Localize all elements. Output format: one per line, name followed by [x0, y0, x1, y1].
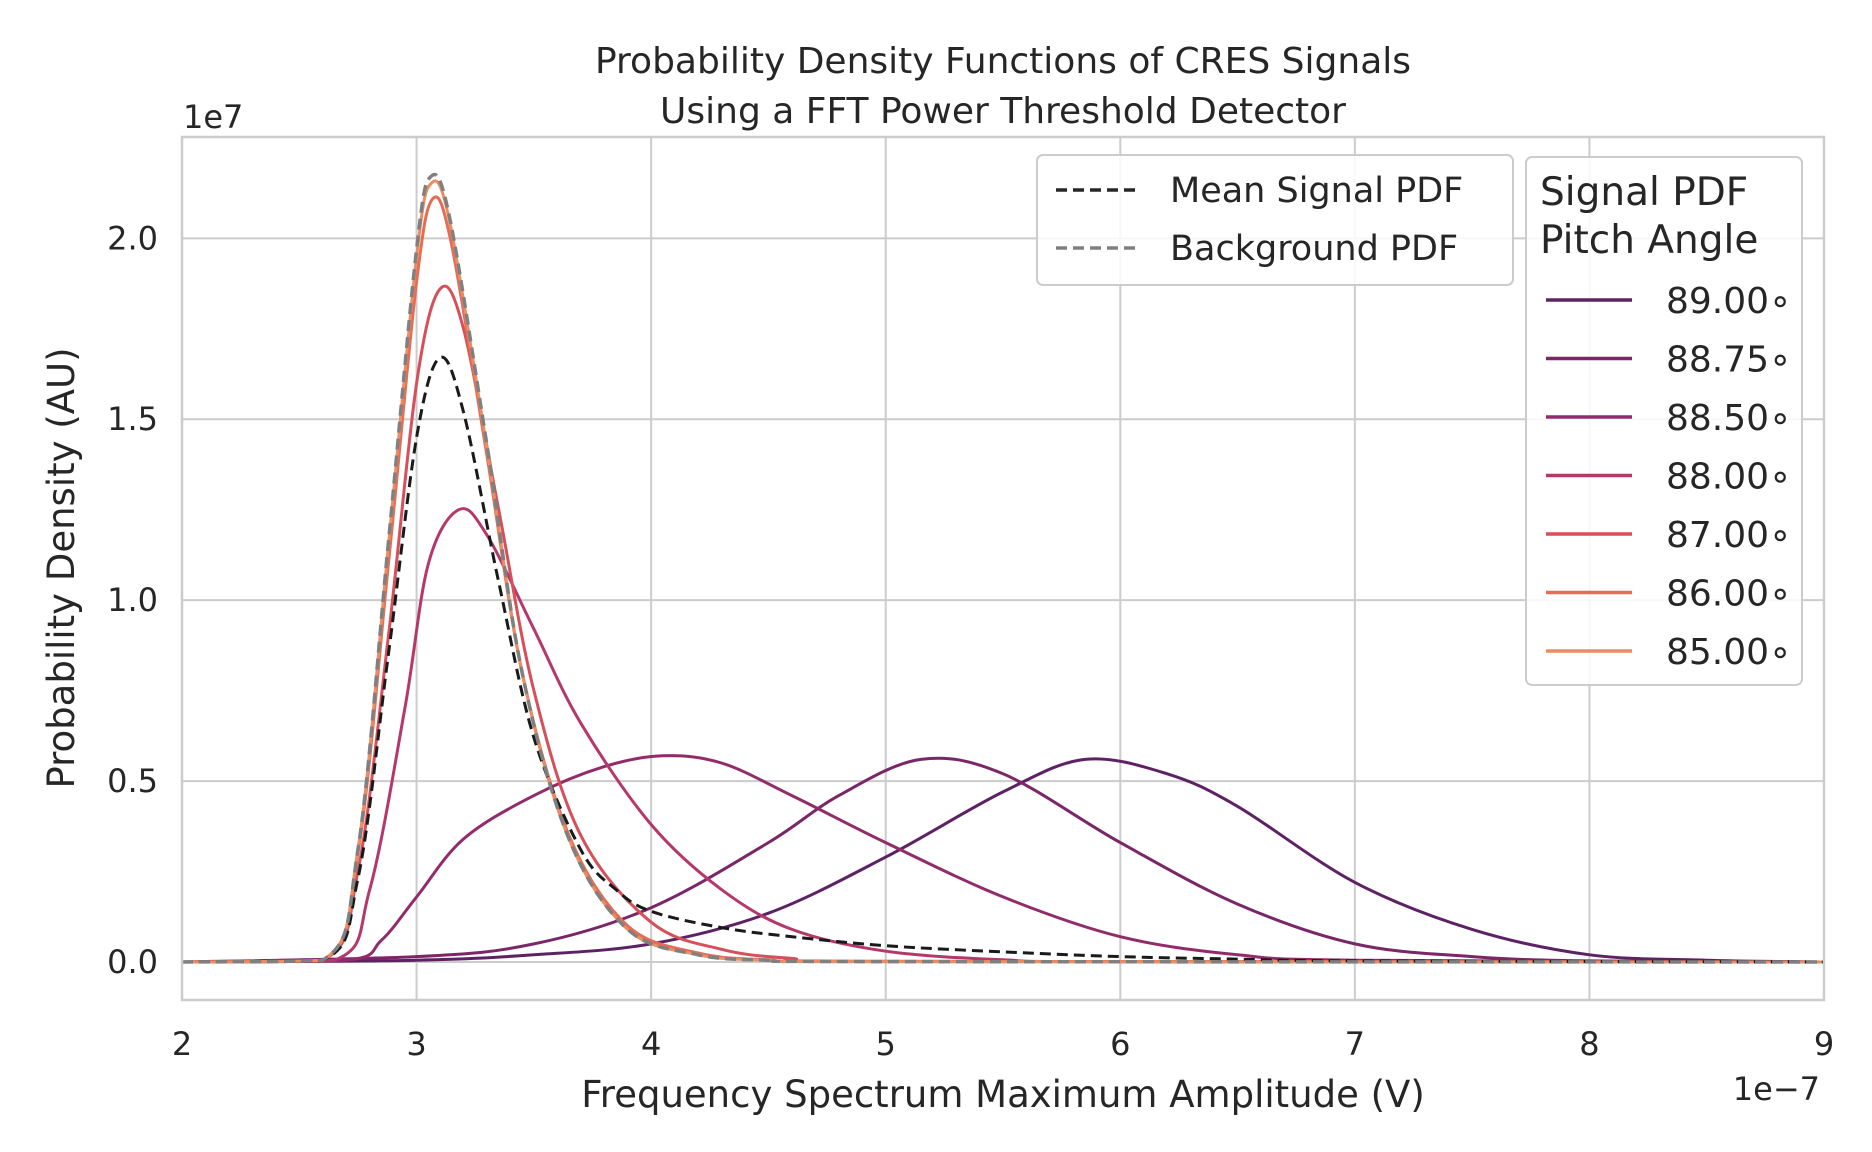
legend-label: 87.00∘ [1666, 515, 1792, 556]
x-tick-label: 9 [1814, 1025, 1834, 1063]
series-lines [181, 172, 1825, 964]
x-tick-label: 2 [172, 1025, 192, 1063]
x-offset-label: 1e−7 [1733, 1070, 1820, 1108]
x-tick-label: 5 [876, 1025, 896, 1063]
legend-mean-background: Mean Signal PDF Background PDF [1036, 154, 1514, 286]
series-line-88-50 [181, 754, 1825, 964]
legend-label: 86.00∘ [1666, 574, 1792, 615]
x-tick-label: 4 [641, 1025, 661, 1063]
x-axis-label: Frequency Spectrum Maximum Amplitude (V) [581, 1073, 1425, 1116]
y-tick-labels: 0.0 0.5 1.0 1.5 2.0 [107, 219, 158, 981]
series-line-mean-signal-pdf [181, 355, 1825, 964]
legend-label: 88.50∘ [1666, 398, 1792, 439]
legend-title-line-1: Signal PDF [1540, 170, 1748, 215]
x-tick-labels: 2 3 4 5 6 7 8 9 [172, 1025, 1834, 1063]
x-tick-label: 6 [1110, 1025, 1130, 1063]
legend-box [1036, 154, 1514, 286]
plot-frame [180, 135, 1826, 1002]
series-line-89-00 [181, 757, 1825, 964]
legend-title-line-2: Pitch Angle [1540, 218, 1758, 263]
series-line-88-75 [181, 756, 1825, 964]
legend-label: 88.75∘ [1666, 340, 1792, 381]
chart-title-line-2: Using a FFT Power Threshold Detector [660, 91, 1346, 132]
series-line-background-pdf [181, 172, 1825, 964]
x-tick-label: 3 [406, 1025, 426, 1063]
legend-box [1525, 156, 1803, 686]
legend-label: 89.00∘ [1666, 281, 1792, 322]
y-tick-label: 2.0 [107, 219, 158, 257]
x-tick-label: 7 [1345, 1025, 1365, 1063]
y-tick-label: 0.5 [107, 762, 158, 800]
y-tick-label: 1.5 [107, 400, 158, 438]
x-tick-label: 8 [1579, 1025, 1599, 1063]
chart-title-line-1: Probability Density Functions of CRES Si… [595, 41, 1411, 82]
legend-pitch-angle: Signal PDF Pitch Angle 89.00∘ 88.75∘ 88.50… [1525, 156, 1803, 686]
legend-label: Mean Signal PDF [1170, 171, 1463, 211]
legend-label: 85.00∘ [1666, 632, 1792, 673]
legend-label: 88.00∘ [1666, 457, 1792, 498]
legend-label: Background PDF [1170, 229, 1458, 269]
y-axis-label: Probability Density (AU) [40, 347, 83, 788]
y-tick-label: 0.0 [107, 943, 158, 981]
y-tick-label: 1.0 [107, 581, 158, 619]
y-offset-label: 1e7 [183, 98, 243, 136]
